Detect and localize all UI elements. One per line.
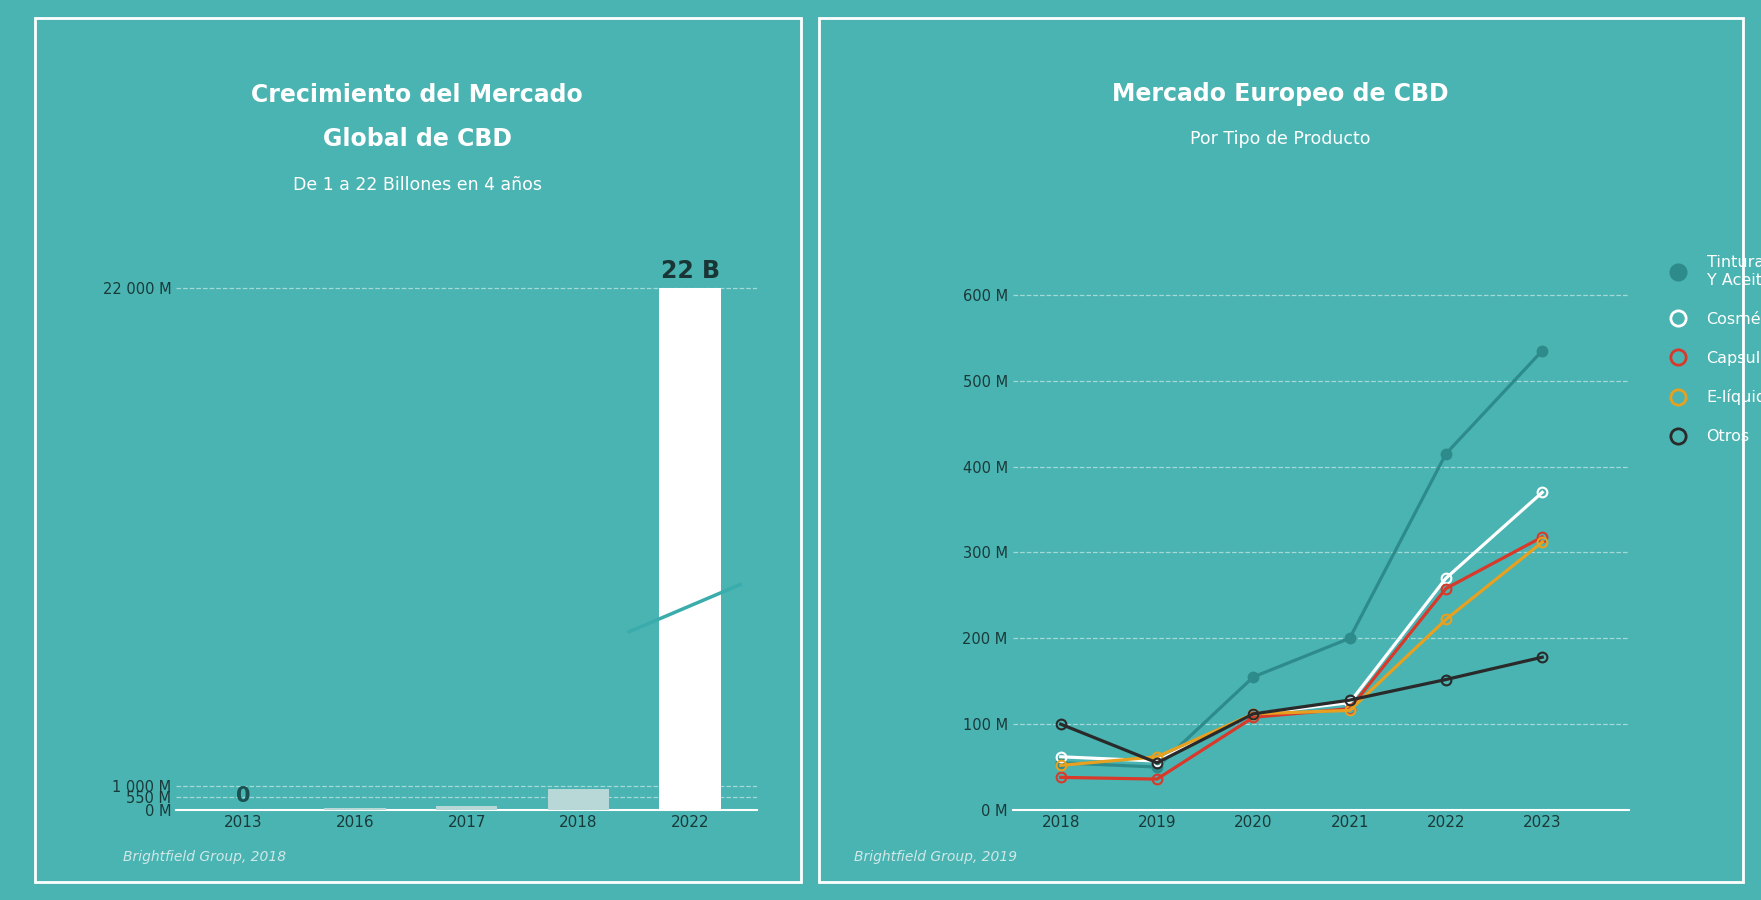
- Text: 0: 0: [236, 786, 250, 806]
- Text: Global de CBD: Global de CBD: [322, 128, 512, 151]
- Text: Brightfield Group, 2018: Brightfield Group, 2018: [123, 850, 287, 864]
- Bar: [548, 788, 609, 810]
- Text: Por Tipo de Producto: Por Tipo de Producto: [1190, 130, 1370, 148]
- Bar: [659, 288, 720, 810]
- Text: Crecimiento del Mercado: Crecimiento del Mercado: [252, 83, 583, 106]
- Text: Mercado Europeo de CBD: Mercado Europeo de CBD: [1111, 83, 1449, 106]
- Text: De 1 a 22 Billones en 4 años: De 1 a 22 Billones en 4 años: [292, 176, 542, 194]
- Text: 22 B: 22 B: [660, 259, 720, 283]
- Bar: [324, 808, 386, 810]
- Text: Brightfield Group, 2019: Brightfield Group, 2019: [854, 850, 1018, 864]
- Legend: Tinturas
Y Aceites, Cosméticos, Capsulas, E-líquidos, Otros: Tinturas Y Aceites, Cosméticos, Capsulas…: [1655, 248, 1761, 451]
- Bar: [437, 806, 497, 810]
